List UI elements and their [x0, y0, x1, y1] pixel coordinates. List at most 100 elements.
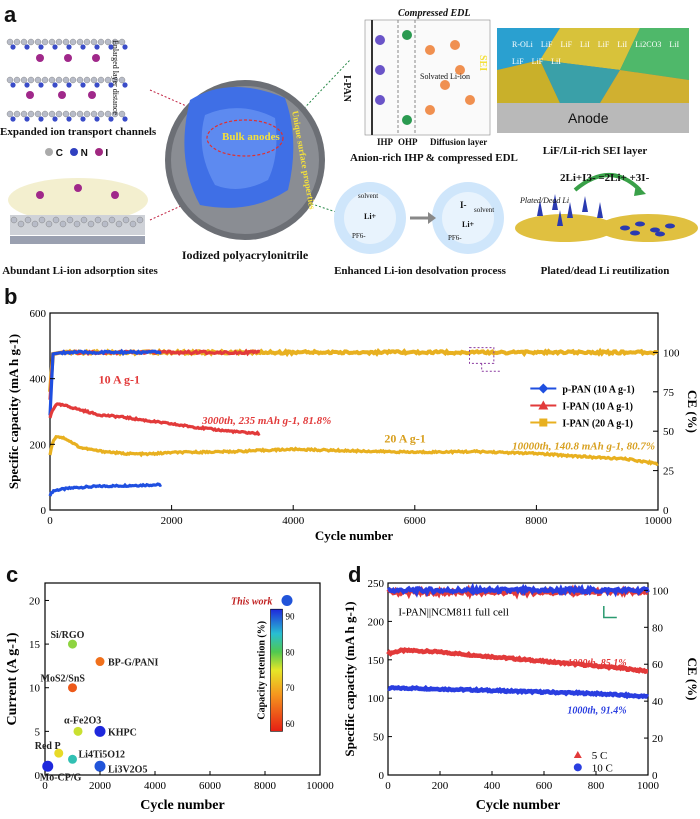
carbon-atom: [136, 216, 144, 224]
series-line-p-PAN-CE: [48, 348, 162, 416]
zoom-marker-arrow: [481, 363, 500, 372]
edl-ion: [465, 95, 475, 105]
iodine-atom: [111, 191, 119, 199]
y2-tick-label: 100: [652, 585, 669, 597]
sei-species: LiI: [580, 40, 590, 49]
nitrogen-atom: [80, 82, 86, 88]
y-tick-label: 100: [368, 693, 385, 705]
nitrogen-atom: [52, 44, 58, 50]
nitrogen-atom: [10, 44, 16, 50]
y-tick-label: 10: [29, 683, 41, 695]
nitrogen-atom: [52, 116, 58, 122]
carbon-atom: [108, 216, 116, 224]
nitrogen-atom: [10, 82, 16, 88]
nitrogen-atom: [66, 44, 72, 50]
carbon-atom: [52, 216, 60, 224]
dead-li-dendrite: [582, 196, 588, 212]
legend-label: I-PAN (10 A g-1): [562, 402, 633, 413]
carbon-atom: [66, 216, 74, 224]
annotation-20A: 20 A g-1: [384, 432, 425, 446]
nitrogen-atom: [122, 82, 128, 88]
y-tick-label: 0: [35, 770, 41, 782]
panel-b-label: b: [4, 284, 18, 309]
y2-axis-label: CE (%): [685, 390, 700, 433]
legend-c: C: [55, 148, 64, 159]
y-tick-label: 5: [35, 726, 41, 738]
caption-desolvation: Enhanced Li-ion desolvation process: [334, 265, 506, 277]
iodine-atom: [88, 91, 96, 99]
plot-frame: [44, 582, 321, 776]
reutilized-li: [665, 223, 675, 229]
carbon-atom: [27, 110, 35, 118]
carbon-atom: [97, 110, 105, 118]
carbon-atom: [6, 38, 14, 46]
nitrogen-atom: [24, 82, 30, 88]
y2-tick-label: 75: [663, 387, 675, 399]
desolv-pf6-2: PF6-: [448, 234, 462, 242]
carbon-atom: [41, 38, 49, 46]
caption-adsorption: Abundant Li-ion adsorption sites: [2, 265, 158, 277]
carbon-atom: [34, 38, 42, 46]
y-axis-label: Specific capacity (mA h g-1): [6, 334, 21, 489]
carbon-atom: [20, 76, 28, 84]
nitrogen-atom: [52, 82, 58, 88]
series-line-10-C: [387, 684, 649, 700]
carbon-atom: [17, 220, 25, 228]
nitrogen-atom: [66, 116, 72, 122]
edl-title: Compressed EDL: [398, 8, 471, 19]
scatter-point: [94, 725, 106, 737]
annotation-10000: 10000th, 140.8 mAh g-1, 80.7%: [512, 440, 655, 452]
annotation-10C: 1000th, 91.4%: [567, 706, 626, 717]
caption-edl: Anion-rich IHP & compressed EDL: [350, 152, 518, 164]
dead-li-dendrite: [597, 202, 603, 218]
y-tick-label: 50: [373, 732, 385, 744]
x-tick-label: 600: [536, 780, 553, 792]
nitrogen-atom: [108, 116, 114, 122]
carbon-atom: [59, 220, 67, 228]
carbon-atom: [104, 76, 112, 84]
legend-i: I: [105, 148, 109, 159]
iodized-pan-sphere: [165, 80, 325, 240]
caption-sei: LiF/LiI-rich SEI layer: [542, 145, 648, 157]
carbon-atom: [48, 110, 56, 118]
scatter-point: [95, 657, 105, 667]
x-tick-label: 0: [42, 780, 48, 792]
legend-marker: [538, 400, 549, 410]
nitrogen-atom: [94, 116, 100, 122]
sei-species: LiF: [512, 57, 524, 66]
x-tick-label: 4000: [144, 780, 167, 792]
carbon-atom: [20, 38, 28, 46]
sei-layer-graphic: [497, 28, 689, 133]
carbon-atom: [111, 76, 119, 84]
y2-tick-label: 0: [663, 505, 669, 517]
x-tick-label: 0: [385, 780, 391, 792]
plated-li-graphic: [515, 173, 698, 242]
desolvation-graphic: [334, 182, 504, 254]
carbon-atom: [80, 216, 88, 224]
y2-tick-label: 60: [652, 659, 664, 671]
carbon-atom: [118, 110, 126, 118]
y2-tick-label: 0: [652, 770, 658, 782]
point-label: BP-G/PANI: [108, 658, 158, 669]
desolv-pf6-1: PF6-: [352, 232, 366, 240]
reutilized-li: [620, 225, 630, 231]
carbon-atom: [24, 216, 32, 224]
carbon-atom: [69, 38, 77, 46]
y-tick-label: 15: [29, 639, 41, 651]
x-axis-label: Cycle number: [476, 798, 560, 813]
edl-solvated: Solvated Li-ion: [420, 72, 470, 81]
y-tick-label: 600: [30, 308, 47, 320]
x-tick-label: 800: [588, 780, 605, 792]
point-label: KHPC: [108, 727, 137, 738]
scatter-point: [42, 760, 54, 772]
iodine-atom: [58, 91, 66, 99]
scatter-point: [94, 760, 106, 772]
iodine-atom: [36, 54, 44, 62]
sei-species: LiF: [531, 57, 544, 66]
x-tick-label: 200: [432, 780, 449, 792]
caption-channels: Expanded ion transport channels: [0, 126, 157, 138]
series-line-5-C: [386, 647, 648, 675]
panel-a-label: a: [4, 2, 17, 27]
dead-li-dendrite: [567, 202, 573, 218]
carbon-atom: [13, 38, 21, 46]
